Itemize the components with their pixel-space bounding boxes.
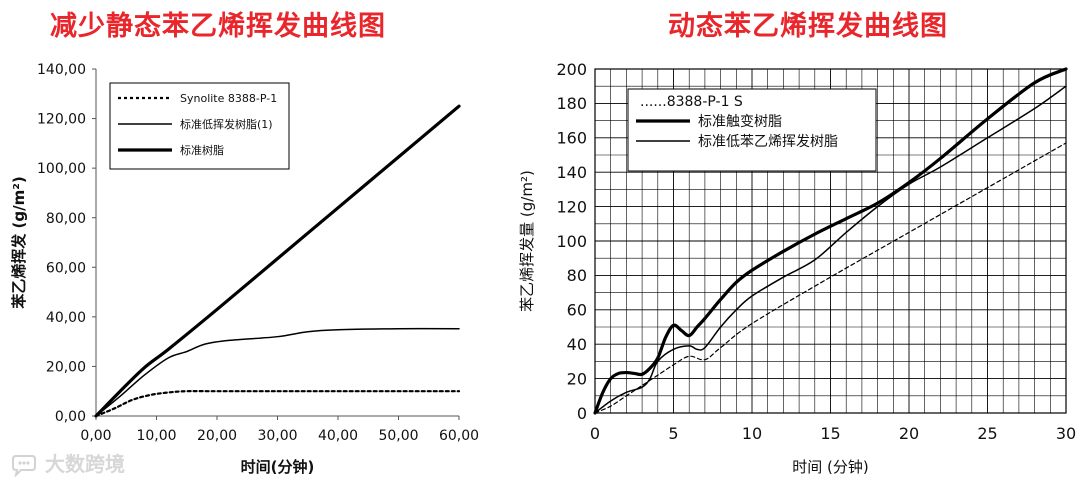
right-y-tick-label: 200 — [556, 60, 587, 79]
left-x-tick-label: 0,00 — [80, 428, 111, 444]
left-x-axis-label: 时间(分钟) — [241, 458, 315, 476]
right-x-tick-label: 25 — [977, 424, 997, 443]
watermark: 大数跨境 — [10, 448, 125, 478]
right-plot-frame — [594, 68, 1067, 414]
right-chart: 0 20 40 60 80 100 120 140 160 180 200 0 5 10 15 20 25 30 时… — [518, 60, 1076, 476]
left-legend-label-1: Synolite 8388-P-1 — [180, 92, 277, 105]
right-legend-box — [627, 88, 877, 172]
right-legend-label-1: ......8388-P-1 S — [640, 94, 743, 110]
right-y-tick-label: 20 — [567, 369, 587, 388]
left-y-tick-label: 120,00 — [37, 112, 86, 128]
left-x-tick-label: 50,00 — [378, 428, 418, 444]
left-y-tick-label: 80,00 — [46, 211, 86, 227]
right-y-tick-label: 180 — [556, 94, 587, 113]
right-y-axis-label: 苯乙烯挥发量 (g/m²) — [518, 170, 536, 312]
left-x-tick-label: 10,00 — [136, 428, 176, 444]
left-x-tick-label: 60,00 — [439, 428, 479, 444]
right-legend-label-3: 标准低苯乙烯挥发树脂 — [698, 133, 838, 150]
left-legend-label-2: 标准低挥发树脂(1) — [180, 117, 273, 131]
right-y-tick-label: 0 — [577, 404, 587, 423]
left-y-tick-label: 60,00 — [46, 260, 86, 276]
left-y-tick-label: 140,00 — [37, 62, 86, 78]
right-y-tick-label: 80 — [567, 266, 587, 285]
right-series-line-3 — [594, 85, 1067, 414]
right-y-tick-label: 140 — [556, 163, 587, 182]
left-x-tick-label: 20,00 — [197, 428, 237, 444]
right-y-tick-label: 120 — [556, 197, 587, 216]
left-y-tick-label: 0,00 — [55, 409, 86, 425]
left-x-tick-label: 40,00 — [318, 428, 358, 444]
right-x-tick-label: 15 — [820, 424, 840, 443]
right-series-line-2 — [593, 67, 1068, 415]
right-x-tick-label: 30 — [1056, 424, 1076, 443]
left-chart: 0,00 20,00 40,00 60,00 80,00 100,00 120,00 140,… — [10, 62, 479, 476]
left-y-tick-label: 20,00 — [46, 359, 86, 375]
right-x-axis-label: 时间 (分钟) — [792, 458, 868, 476]
left-series-line-3 — [94, 104, 461, 418]
left-legend-label-3: 标准树脂 — [180, 143, 224, 157]
right-y-tick-label: 160 — [556, 129, 587, 148]
left-series-line-2 — [95, 327, 460, 417]
left-y-tick-label: 100,00 — [37, 161, 86, 177]
left-chart-title: 减少静态苯乙烯挥发曲线图 — [50, 11, 386, 42]
right-x-tick-label: 20 — [899, 424, 919, 443]
right-x-tick-label: 0 — [590, 424, 600, 443]
left-y-tick-label: 40,00 — [46, 310, 86, 326]
right-y-tick-label: 60 — [567, 301, 587, 320]
left-x-tick-label: 30,00 — [257, 428, 297, 444]
left-legend-box — [109, 82, 290, 170]
watermark-text: 大数跨境 — [44, 452, 125, 476]
right-x-tick-label: 10 — [742, 424, 762, 443]
right-series-line-1 — [594, 142, 1067, 414]
right-y-tick-label: 100 — [556, 232, 587, 251]
right-y-tick-label: 40 — [567, 335, 587, 354]
right-chart-title: 动态苯乙烯挥发曲线图 — [668, 11, 948, 42]
right-legend-label-2: 标准触变树脂 — [698, 114, 782, 130]
left-series-line-1 — [94, 390, 461, 418]
speech-bubble-logo-icon — [10, 454, 38, 478]
left-y-axis-label: 苯乙烯挥发 (g/m²) — [10, 176, 28, 309]
right-x-tick-label: 5 — [668, 424, 678, 443]
